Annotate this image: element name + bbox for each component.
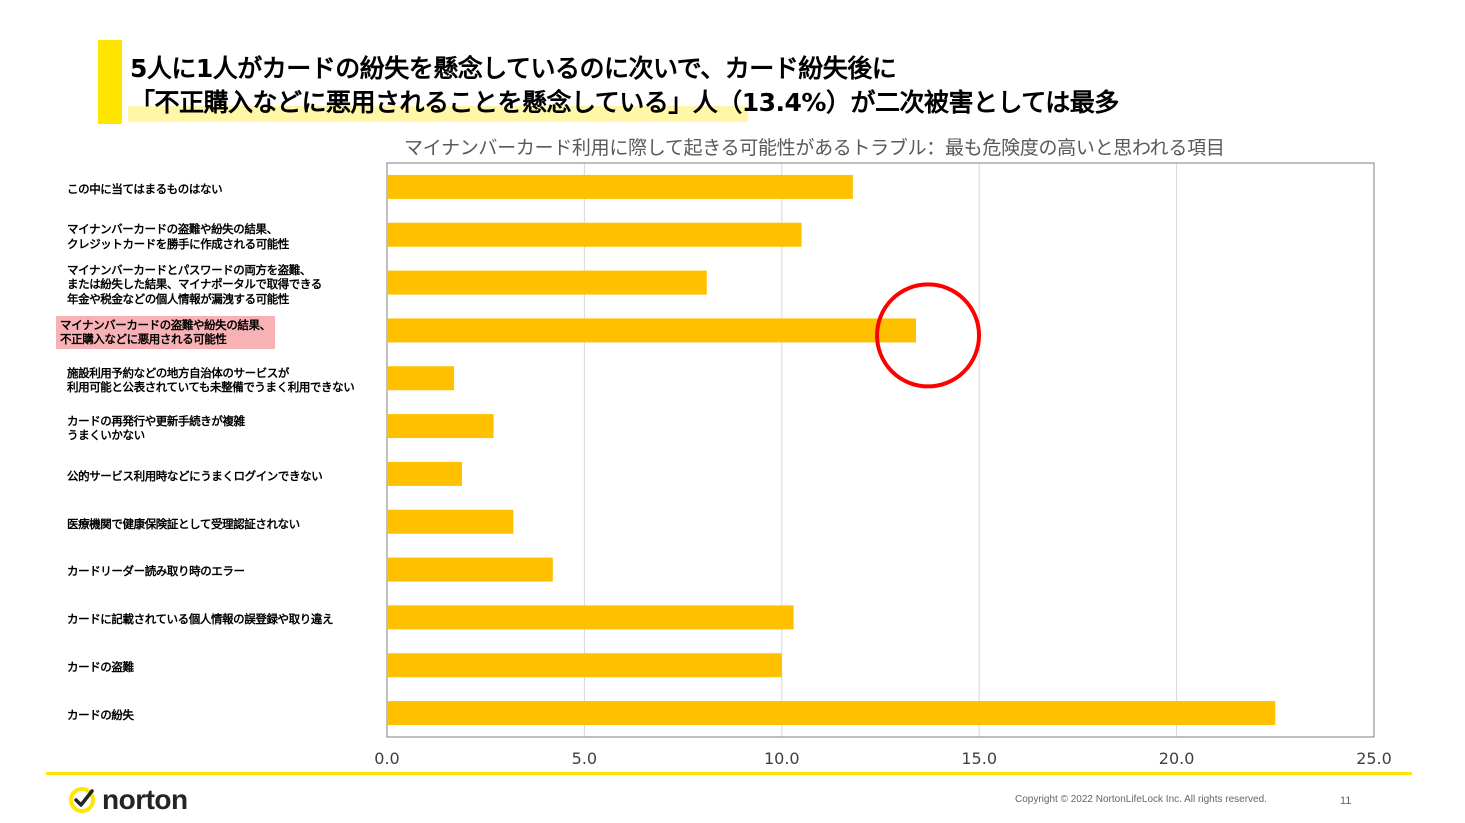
bar bbox=[387, 461, 463, 486]
category-label-line: この中に当てはまるものはない bbox=[67, 181, 223, 196]
x-tick-label: 25.0 bbox=[1356, 749, 1392, 768]
norton-logo: norton bbox=[68, 784, 188, 816]
category-label: カードの紛失 bbox=[67, 708, 397, 723]
category-label-line: 施設利用予約などの地方自治体のサービスが bbox=[67, 365, 289, 380]
category-label-line: マイナンバーカードの盗難や紛失の結果、 bbox=[60, 317, 271, 332]
headline-highlight bbox=[128, 106, 748, 122]
bar bbox=[387, 318, 917, 343]
logo-text: norton bbox=[102, 784, 188, 815]
category-label-line: クレジットカードを勝手に作成される可能性 bbox=[67, 236, 289, 251]
footer-divider bbox=[46, 772, 1412, 775]
x-tick-label: 0.0 bbox=[374, 749, 400, 768]
category-label-line: カードに記載されている個人情報の誤登録や取り違え bbox=[67, 612, 334, 627]
page-number: 11 bbox=[1340, 795, 1352, 807]
norton-check-icon bbox=[69, 787, 95, 813]
category-label: 公的サービス利用時などにうまくログインできない bbox=[67, 469, 397, 484]
plot-area-border bbox=[386, 162, 1375, 738]
category-label: 施設利用予約などの地方自治体のサービスが 利用可能と公表されていても未整備でうまく… bbox=[67, 366, 397, 395]
category-label-line: マイナンバーカードとパスワードの両方を盗難、 bbox=[67, 262, 311, 277]
category-label: カードの再発行や更新手続きが複雑 うまくいかない bbox=[67, 414, 397, 443]
category-label-line: カードの盗難 bbox=[67, 660, 134, 674]
bar bbox=[387, 605, 794, 630]
bar bbox=[387, 366, 455, 391]
bar bbox=[387, 222, 802, 247]
bar bbox=[387, 174, 853, 199]
category-label: マイナンバーカードとパスワードの両方を盗難、 または紛失した結果、マイナポータルで… bbox=[67, 263, 397, 307]
x-tick-label: 20.0 bbox=[1158, 749, 1195, 768]
headline-line-2: 「不正購入などに悪用されることを懸念している」人（13.4%）が二次被害としては… bbox=[130, 88, 1119, 117]
category-label: カードリーダー読み取り時のエラー bbox=[67, 564, 397, 579]
bar bbox=[387, 509, 514, 534]
bar bbox=[387, 653, 782, 678]
category-label-line: うまくいかない bbox=[67, 428, 145, 443]
x-tick-label: 10.0 bbox=[763, 749, 800, 768]
bar bbox=[387, 701, 1276, 726]
category-label-line: 年金や税金などの個人情報が漏洩する可能性 bbox=[67, 291, 289, 306]
headline-line-1: 5人に1人がカードの紛失を懸念しているのに次いで、カード紛失後に bbox=[130, 54, 897, 83]
category-label-line: 利用可能と公表されていても未整備でうまく利用できない bbox=[67, 380, 355, 395]
copyright-text: Copyright © 2022 NortonLifeLock Inc. All… bbox=[1015, 794, 1267, 805]
category-label: カードに記載されている個人情報の誤登録や取り違え bbox=[67, 612, 397, 627]
category-label-highlighted: マイナンバーカードの盗難や紛失の結果、 不正購入などに悪用される可能性 bbox=[56, 315, 275, 349]
category-label-line: カードリーダー読み取り時のエラー bbox=[67, 564, 245, 579]
category-label-line: カードの再発行や更新手続きが複雑 bbox=[67, 413, 245, 428]
bar bbox=[387, 557, 553, 582]
slide-headline: 5人に1人がカードの紛失を懸念しているのに次いで、カード紛失後に 「不正購入など… bbox=[130, 52, 1119, 120]
category-label: カードの盗難 bbox=[67, 660, 397, 675]
x-tick-label: 5.0 bbox=[571, 749, 598, 768]
title-accent-bar bbox=[98, 40, 122, 124]
category-label: この中に当てはまるものはない bbox=[67, 182, 397, 197]
category-label: 医療機関で健康保険証として受理認証されない bbox=[67, 517, 397, 532]
chart-title: マイナンバーカード利用に際して起きる可能性があるトラブル：最も危険度の高いと思わ… bbox=[404, 137, 1225, 159]
category-label: マイナンバーカードの盗難や紛失の結果、 クレジットカードを勝手に作成される可能性 bbox=[67, 222, 397, 251]
category-label-line: 公的サービス利用時などにうまくログインできない bbox=[67, 468, 323, 483]
x-tick-label: 15.0 bbox=[961, 749, 997, 768]
category-label-line: 医療機関で健康保険証として受理認証されない bbox=[67, 516, 300, 531]
highlight-circle bbox=[875, 282, 982, 389]
category-label-line: カードの紛失 bbox=[67, 707, 134, 722]
bar bbox=[387, 414, 494, 439]
category-label-line: マイナンバーカードの盗難や紛失の結果、 bbox=[67, 222, 278, 237]
category-label-line: 不正購入などに悪用される可能性 bbox=[60, 332, 227, 347]
bar bbox=[387, 270, 707, 295]
category-label-line: または紛失した結果、マイナポータルで取得できる bbox=[67, 277, 322, 292]
